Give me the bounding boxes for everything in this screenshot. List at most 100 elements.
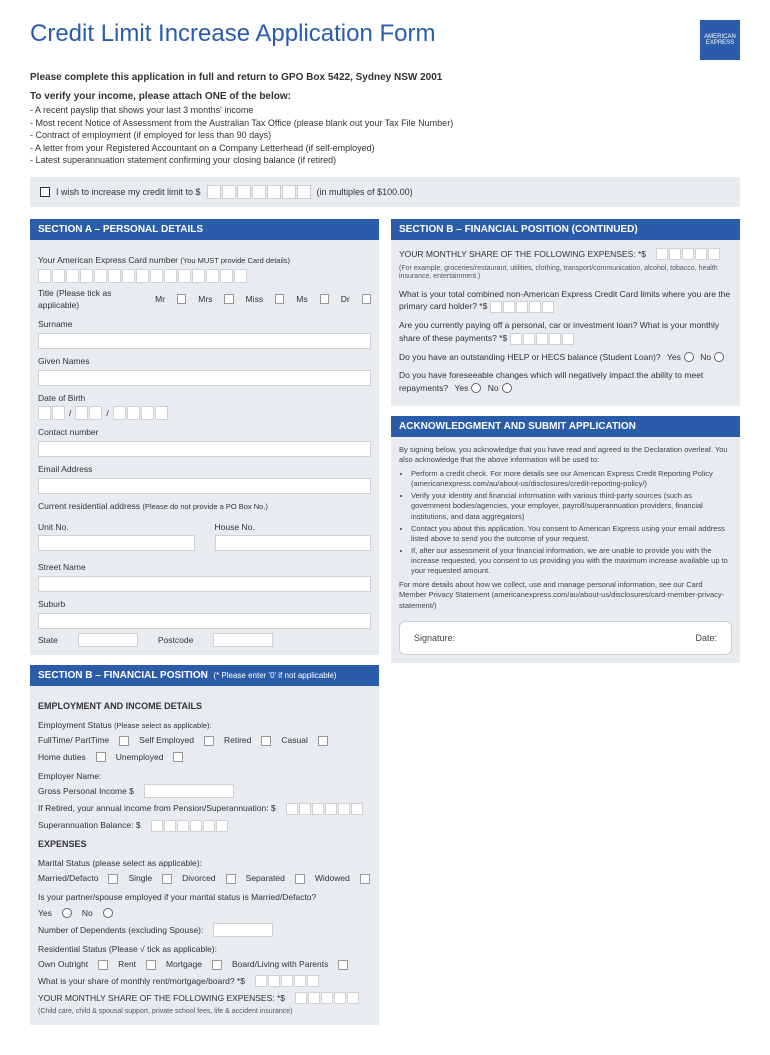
section-a-header: SECTION A – PERSONAL DETAILS [30,219,379,240]
emp-self[interactable] [204,736,214,746]
mar-married[interactable] [108,874,118,884]
verify-item: - Contract of employment (if employed fo… [30,129,740,142]
mar-divorced[interactable] [226,874,236,884]
verify-list: - A recent payslip that shows your last … [30,104,740,167]
bc-share-label: YOUR MONTHLY SHARE OF THE FOLLOWING EXPE… [399,248,646,261]
title-ms[interactable] [320,294,329,304]
retired-input[interactable] [286,803,363,815]
title-miss[interactable] [275,294,284,304]
wish-pre: I wish to increase my credit limit to $ [56,187,201,197]
verify-item: - A letter from your Registered Accounta… [30,142,740,155]
state-label: State [38,634,58,647]
mar-single[interactable] [162,874,172,884]
wish-box: I wish to increase my credit limit to $ … [30,177,740,207]
emp-fulltime[interactable] [119,736,129,746]
dob-input[interactable]: / / [38,406,371,420]
date-label: Date: [695,632,717,644]
gross-input[interactable] [144,784,234,798]
addr-label: Current residential address (Please do n… [38,500,371,513]
dep-input[interactable] [213,923,273,937]
ack-bullet: Verify your identity and financial infor… [411,491,732,521]
res-board[interactable] [338,960,348,970]
emp-unemp[interactable] [173,752,183,762]
house-input[interactable] [215,535,372,551]
rent-q: What is your share of monthly rent/mortg… [38,975,245,988]
wish-checkbox[interactable] [40,187,50,197]
title-row: Title (Please tick as applicable) Mr Mrs… [38,287,371,313]
bc-q1: What is your total combined non-American… [399,288,732,314]
ack-bullet: If, after our assessment of your financi… [411,546,732,576]
partner-yes[interactable] [62,908,72,918]
emp-retired[interactable] [261,736,271,746]
marital-label: Marital Status (please select as applica… [38,857,371,870]
share-exp-input[interactable] [295,992,359,1004]
super-input[interactable] [151,820,228,832]
res-own[interactable] [98,960,108,970]
bc-share-note: (For example, groceries/restaurant, util… [399,265,732,282]
changes-yes[interactable] [471,383,481,393]
super-label: Superannuation Balance: $ [38,819,141,832]
section-a: SECTION A – PERSONAL DETAILS Your Americ… [30,219,379,655]
wish-amount-input[interactable] [207,185,311,199]
signature-box[interactable]: Signature: Date: [399,621,732,655]
exp-header: EXPENSES [38,838,371,852]
title-dr[interactable] [362,294,371,304]
ack-p2: For more details about how we collect, u… [399,580,732,610]
verify-heading: To verify your income, please attach ONE… [30,91,740,102]
wish-post: (in multiples of $100.00) [317,187,413,197]
surname-label: Surname [38,318,371,331]
amex-logo: AMERICAN EXPRESS [700,20,740,60]
res-label: Residential Status (Please √ tick as app… [38,943,371,956]
bc-q4: Do you have foreseeable changes which wi… [399,369,732,395]
partner-no[interactable] [103,908,113,918]
res-rent[interactable] [146,960,156,970]
bc-q3: Do you have an outstanding HELP or HECS … [399,351,732,364]
surname-input[interactable] [38,333,371,349]
given-input[interactable] [38,370,371,386]
mar-widowed[interactable] [360,874,370,884]
gross-label: Gross Personal Income $ [38,785,134,798]
retired-label: If Retired, your annual income from Pens… [38,802,276,815]
section-ack: ACKNOWLEDGMENT AND SUBMIT APPLICATION By… [391,416,740,663]
share-note: (Child care, child & spousal support, pr… [38,1008,371,1016]
section-b-cont: SECTION B – FINANCIAL POSITION (CONTINUE… [391,219,740,406]
postcode-input[interactable] [213,633,273,647]
share-exp-label: YOUR MONTHLY SHARE OF THE FOLLOWING EXPE… [38,992,285,1005]
section-bc-header: SECTION B – FINANCIAL POSITION (CONTINUE… [391,219,740,240]
street-input[interactable] [38,576,371,592]
title-mrs[interactable] [224,294,233,304]
contact-input[interactable] [38,441,371,457]
dep-label: Number of Dependents (excluding Spouse): [38,924,203,937]
state-input[interactable] [78,633,138,647]
sig-label: Signature: [414,632,455,644]
bc-q2: Are you currently paying off a personal,… [399,319,732,345]
ack-bullet: Contact you about this application. You … [411,524,732,544]
ack-header: ACKNOWLEDGMENT AND SUBMIT APPLICATION [391,416,740,437]
emp-home[interactable] [96,752,106,762]
email-label: Email Address [38,463,371,476]
suburb-label: Suburb [38,598,371,611]
mar-separated[interactable] [295,874,305,884]
res-mortgage[interactable] [212,960,222,970]
dob-label: Date of Birth [38,392,371,405]
ack-list: Perform a credit check. For more details… [399,469,732,576]
page-title: Credit Limit Increase Application Form [30,20,436,48]
card-label: Your American Express Card number (You M… [38,254,371,267]
helphecs-yes[interactable] [684,352,694,362]
rent-input[interactable] [255,975,319,987]
bc-share-input[interactable] [656,248,720,260]
suburb-input[interactable] [38,613,371,629]
changes-no[interactable] [502,383,512,393]
unit-input[interactable] [38,535,195,551]
emp-casual[interactable] [318,736,328,746]
bc-q2-input[interactable] [510,333,574,345]
street-label: Street Name [38,561,371,574]
bc-q1-input[interactable] [490,301,554,313]
title-mr[interactable] [177,294,186,304]
card-number-input[interactable] [38,269,371,283]
contact-label: Contact number [38,426,371,439]
email-input[interactable] [38,478,371,494]
unit-label: Unit No. [38,521,195,534]
verify-item: - Most recent Notice of Assessment from … [30,117,740,130]
helphecs-no[interactable] [714,352,724,362]
